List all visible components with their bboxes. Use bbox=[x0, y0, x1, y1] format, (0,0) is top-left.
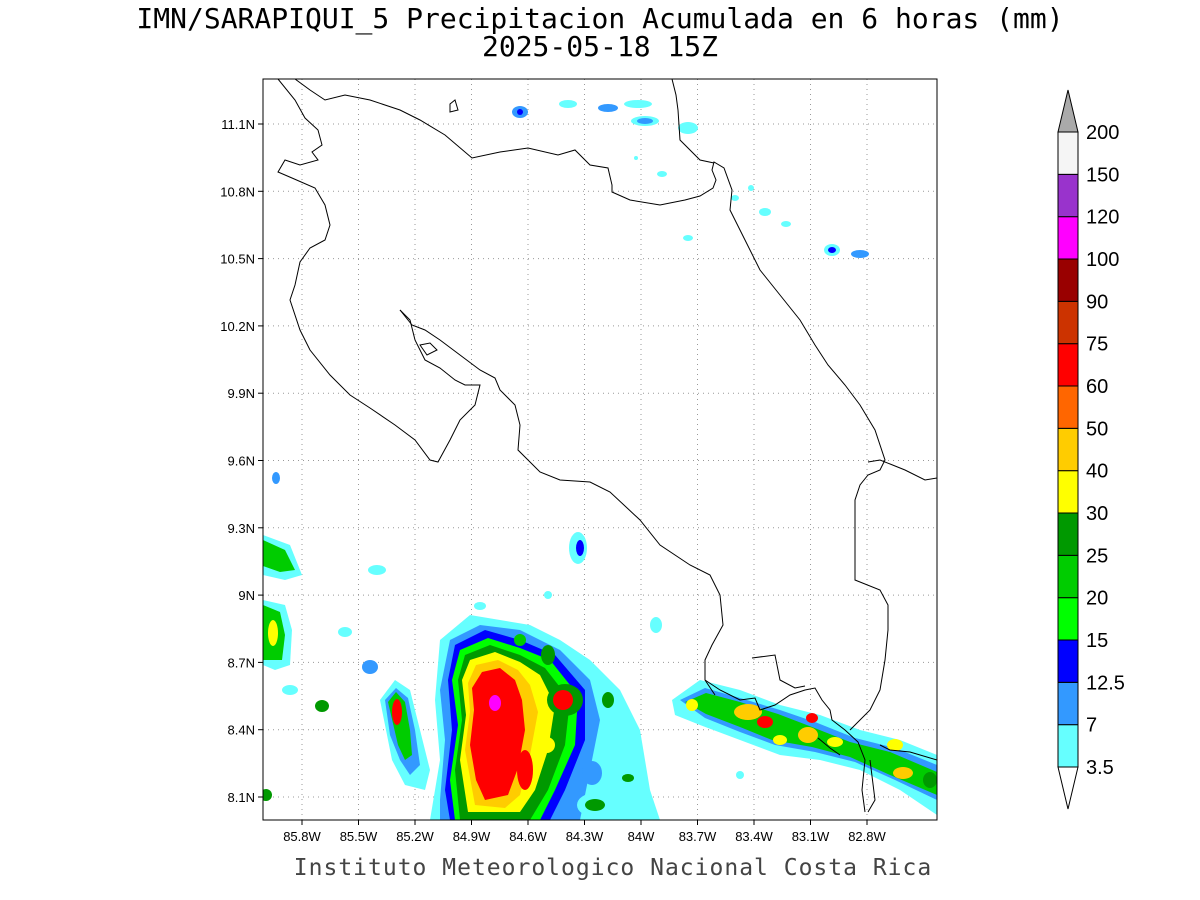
colorbar-label: 25 bbox=[1086, 545, 1108, 567]
colorbar-segment bbox=[1057, 427, 1079, 472]
colorbar-segment bbox=[1057, 343, 1079, 387]
lon-tick-label: 83.1W bbox=[792, 829, 830, 844]
lon-tick-label: 84W bbox=[628, 829, 655, 844]
colorbar-label: 100 bbox=[1086, 249, 1119, 271]
lon-tick-label: 85.2W bbox=[396, 829, 434, 844]
lat-tick-label: 8.7N bbox=[228, 655, 255, 670]
colorbar: 3.5 7 12.5 15 20 25 30 40 50 60 75 90 100 120 150 200 bbox=[1057, 89, 1125, 810]
lat-tick-label: 8.4N bbox=[228, 723, 255, 738]
colorbar-segment bbox=[1057, 385, 1079, 429]
colorbar-label: 15 bbox=[1086, 630, 1108, 652]
map-title: IMN/SARAPIQUI_5 Precipitacion Acumulada … bbox=[136, 2, 1064, 35]
latitude-axis: 11.1N 10.8N 10.5N 10.2N 9.9N 9.6N 9.3N 9N 8.7N 8.… bbox=[220, 117, 263, 805]
colorbar-segment bbox=[1057, 258, 1079, 302]
lon-tick-label: 85.5W bbox=[340, 829, 378, 844]
colorbar-label: 7 bbox=[1086, 715, 1097, 737]
map-frame bbox=[262, 78, 938, 821]
colorbar-segment bbox=[1057, 216, 1079, 260]
colorbar-label: 150 bbox=[1086, 164, 1119, 186]
colorbar-label: 120 bbox=[1086, 207, 1119, 229]
colorbar-label: 75 bbox=[1086, 334, 1108, 356]
colorbar-segment bbox=[1057, 724, 1079, 768]
colorbar-label: 40 bbox=[1086, 461, 1108, 483]
colorbar-min-triangle bbox=[1057, 766, 1079, 810]
lat-tick-label: 9.3N bbox=[228, 521, 255, 536]
colorbar-segment bbox=[1057, 470, 1079, 514]
lat-tick-label: 9N bbox=[238, 588, 255, 603]
colorbar-label: 60 bbox=[1086, 376, 1108, 398]
gridlines bbox=[263, 79, 937, 820]
lon-tick-label: 84.9W bbox=[453, 829, 491, 844]
colorbar-label: 12.5 bbox=[1086, 672, 1125, 694]
colorbar-label: 50 bbox=[1086, 418, 1108, 440]
colorbar-segment bbox=[1057, 131, 1079, 175]
colorbar-segment bbox=[1057, 554, 1079, 599]
footer-credit: Instituto Meteorologico Nacional Costa R… bbox=[293, 855, 933, 881]
colorbar-label: 200 bbox=[1086, 122, 1119, 144]
lon-tick-label: 83.7W bbox=[679, 829, 717, 844]
longitude-axis: 85.8W 85.5W 85.2W 84.9W 84.6W 84.3W 84W 83.7W 83… bbox=[283, 820, 887, 844]
colorbar-max-triangle bbox=[1057, 89, 1079, 133]
lat-tick-label: 11.1N bbox=[221, 117, 255, 132]
lon-tick-label: 84.3W bbox=[566, 829, 604, 844]
colorbar-segment bbox=[1057, 173, 1079, 218]
colorbar-label: 90 bbox=[1086, 291, 1108, 313]
lon-tick-label: 84.6W bbox=[509, 829, 547, 844]
lat-tick-label: 9.6N bbox=[228, 454, 255, 469]
colorbar-segment bbox=[1057, 681, 1079, 726]
lat-tick-label: 8.1N bbox=[228, 790, 255, 805]
lon-tick-label: 85.8W bbox=[283, 829, 321, 844]
map-subtitle: 2025-05-18 15Z bbox=[481, 30, 718, 63]
colorbar-segment bbox=[1057, 639, 1079, 683]
lon-tick-label: 83.4W bbox=[735, 829, 773, 844]
colorbar-segment bbox=[1057, 597, 1079, 641]
colorbar-segment bbox=[1057, 300, 1079, 345]
lat-tick-label: 10.5N bbox=[220, 252, 255, 267]
lat-tick-label: 10.8N bbox=[220, 184, 255, 199]
precipitation-field bbox=[263, 100, 937, 820]
colorbar-label: 30 bbox=[1086, 503, 1108, 525]
colorbar-label: 3.5 bbox=[1086, 757, 1114, 779]
lat-tick-label: 9.9N bbox=[228, 386, 255, 401]
lon-tick-label: 82.8W bbox=[848, 829, 886, 844]
map-content bbox=[263, 79, 937, 820]
lat-tick-label: 10.2N bbox=[220, 319, 255, 334]
colorbar-label: 20 bbox=[1086, 588, 1108, 610]
coastline bbox=[277, 79, 937, 813]
colorbar-segment bbox=[1057, 512, 1079, 556]
